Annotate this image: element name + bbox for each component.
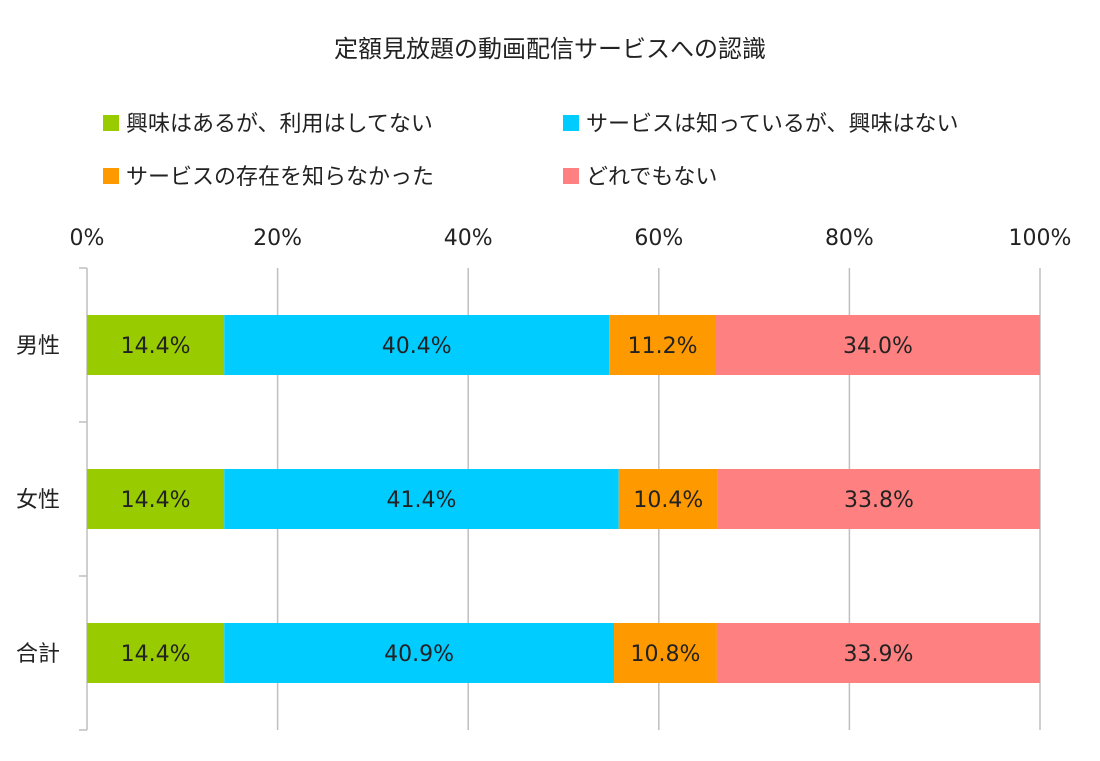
- legend-label: サービスの存在を知らなかった: [126, 165, 434, 190]
- data-label: 10.4%: [633, 488, 703, 513]
- x-tick-label: 60%: [634, 226, 683, 251]
- x-tick-label: 20%: [253, 226, 302, 251]
- legend-label: どれでもない: [586, 165, 717, 190]
- category-label: 男性: [16, 334, 60, 359]
- legend-swatch: [563, 115, 579, 131]
- data-labels: 14.4% 40.4% 11.2% 34.0% 14.4% 41.4% 10.4% 33.8%…: [121, 334, 914, 667]
- data-label: 10.8%: [631, 642, 701, 667]
- bar-segment: [618, 469, 718, 529]
- category-label: 合計: [16, 642, 60, 667]
- x-tick-label: 100%: [1009, 226, 1072, 251]
- data-label: 40.4%: [382, 334, 452, 359]
- bar-segment: [87, 623, 225, 683]
- x-tick-label: 80%: [825, 226, 874, 251]
- x-tick-label: 0%: [70, 226, 105, 251]
- bar-segment: [224, 623, 615, 683]
- bar-segment: [716, 623, 1040, 683]
- bar-segment: [224, 469, 619, 529]
- bar-segment: [614, 623, 717, 683]
- data-label: 11.2%: [628, 334, 698, 359]
- bars: [87, 315, 1040, 683]
- category-label: 女性: [16, 488, 60, 513]
- legend: 興味はあるが、利用はしてない サービスは知っているが、興味はないサービスの存在を知…: [103, 112, 958, 190]
- legend-label: 興味はあるが、利用はしてない: [126, 112, 433, 137]
- data-label: 40.9%: [384, 642, 454, 667]
- data-label: 14.4%: [121, 488, 191, 513]
- bar-segment: [224, 315, 610, 375]
- legend-swatch: [103, 168, 119, 184]
- bar-segment: [715, 315, 1040, 375]
- legend-label: サービスは知っているが、興味はない: [586, 112, 958, 137]
- data-label: 14.4%: [121, 642, 191, 667]
- legend-swatch: [563, 168, 579, 184]
- x-tick-label: 40%: [444, 226, 493, 251]
- legend-swatch: [103, 115, 119, 131]
- x-axis-ticks: 0% 20% 40% 60% 80% 100%: [70, 226, 1072, 251]
- data-label: 34.0%: [843, 334, 913, 359]
- data-label: 33.8%: [844, 488, 914, 513]
- bar-segment: [87, 469, 225, 529]
- bar-segment: [87, 315, 225, 375]
- chart-title: 定額見放題の動画配信サービスへの認識: [334, 35, 766, 63]
- data-label: 14.4%: [121, 334, 191, 359]
- bar-segment: [609, 315, 716, 375]
- data-label: 33.9%: [844, 642, 914, 667]
- data-label: 41.4%: [387, 488, 457, 513]
- bar-segment: [717, 469, 1040, 529]
